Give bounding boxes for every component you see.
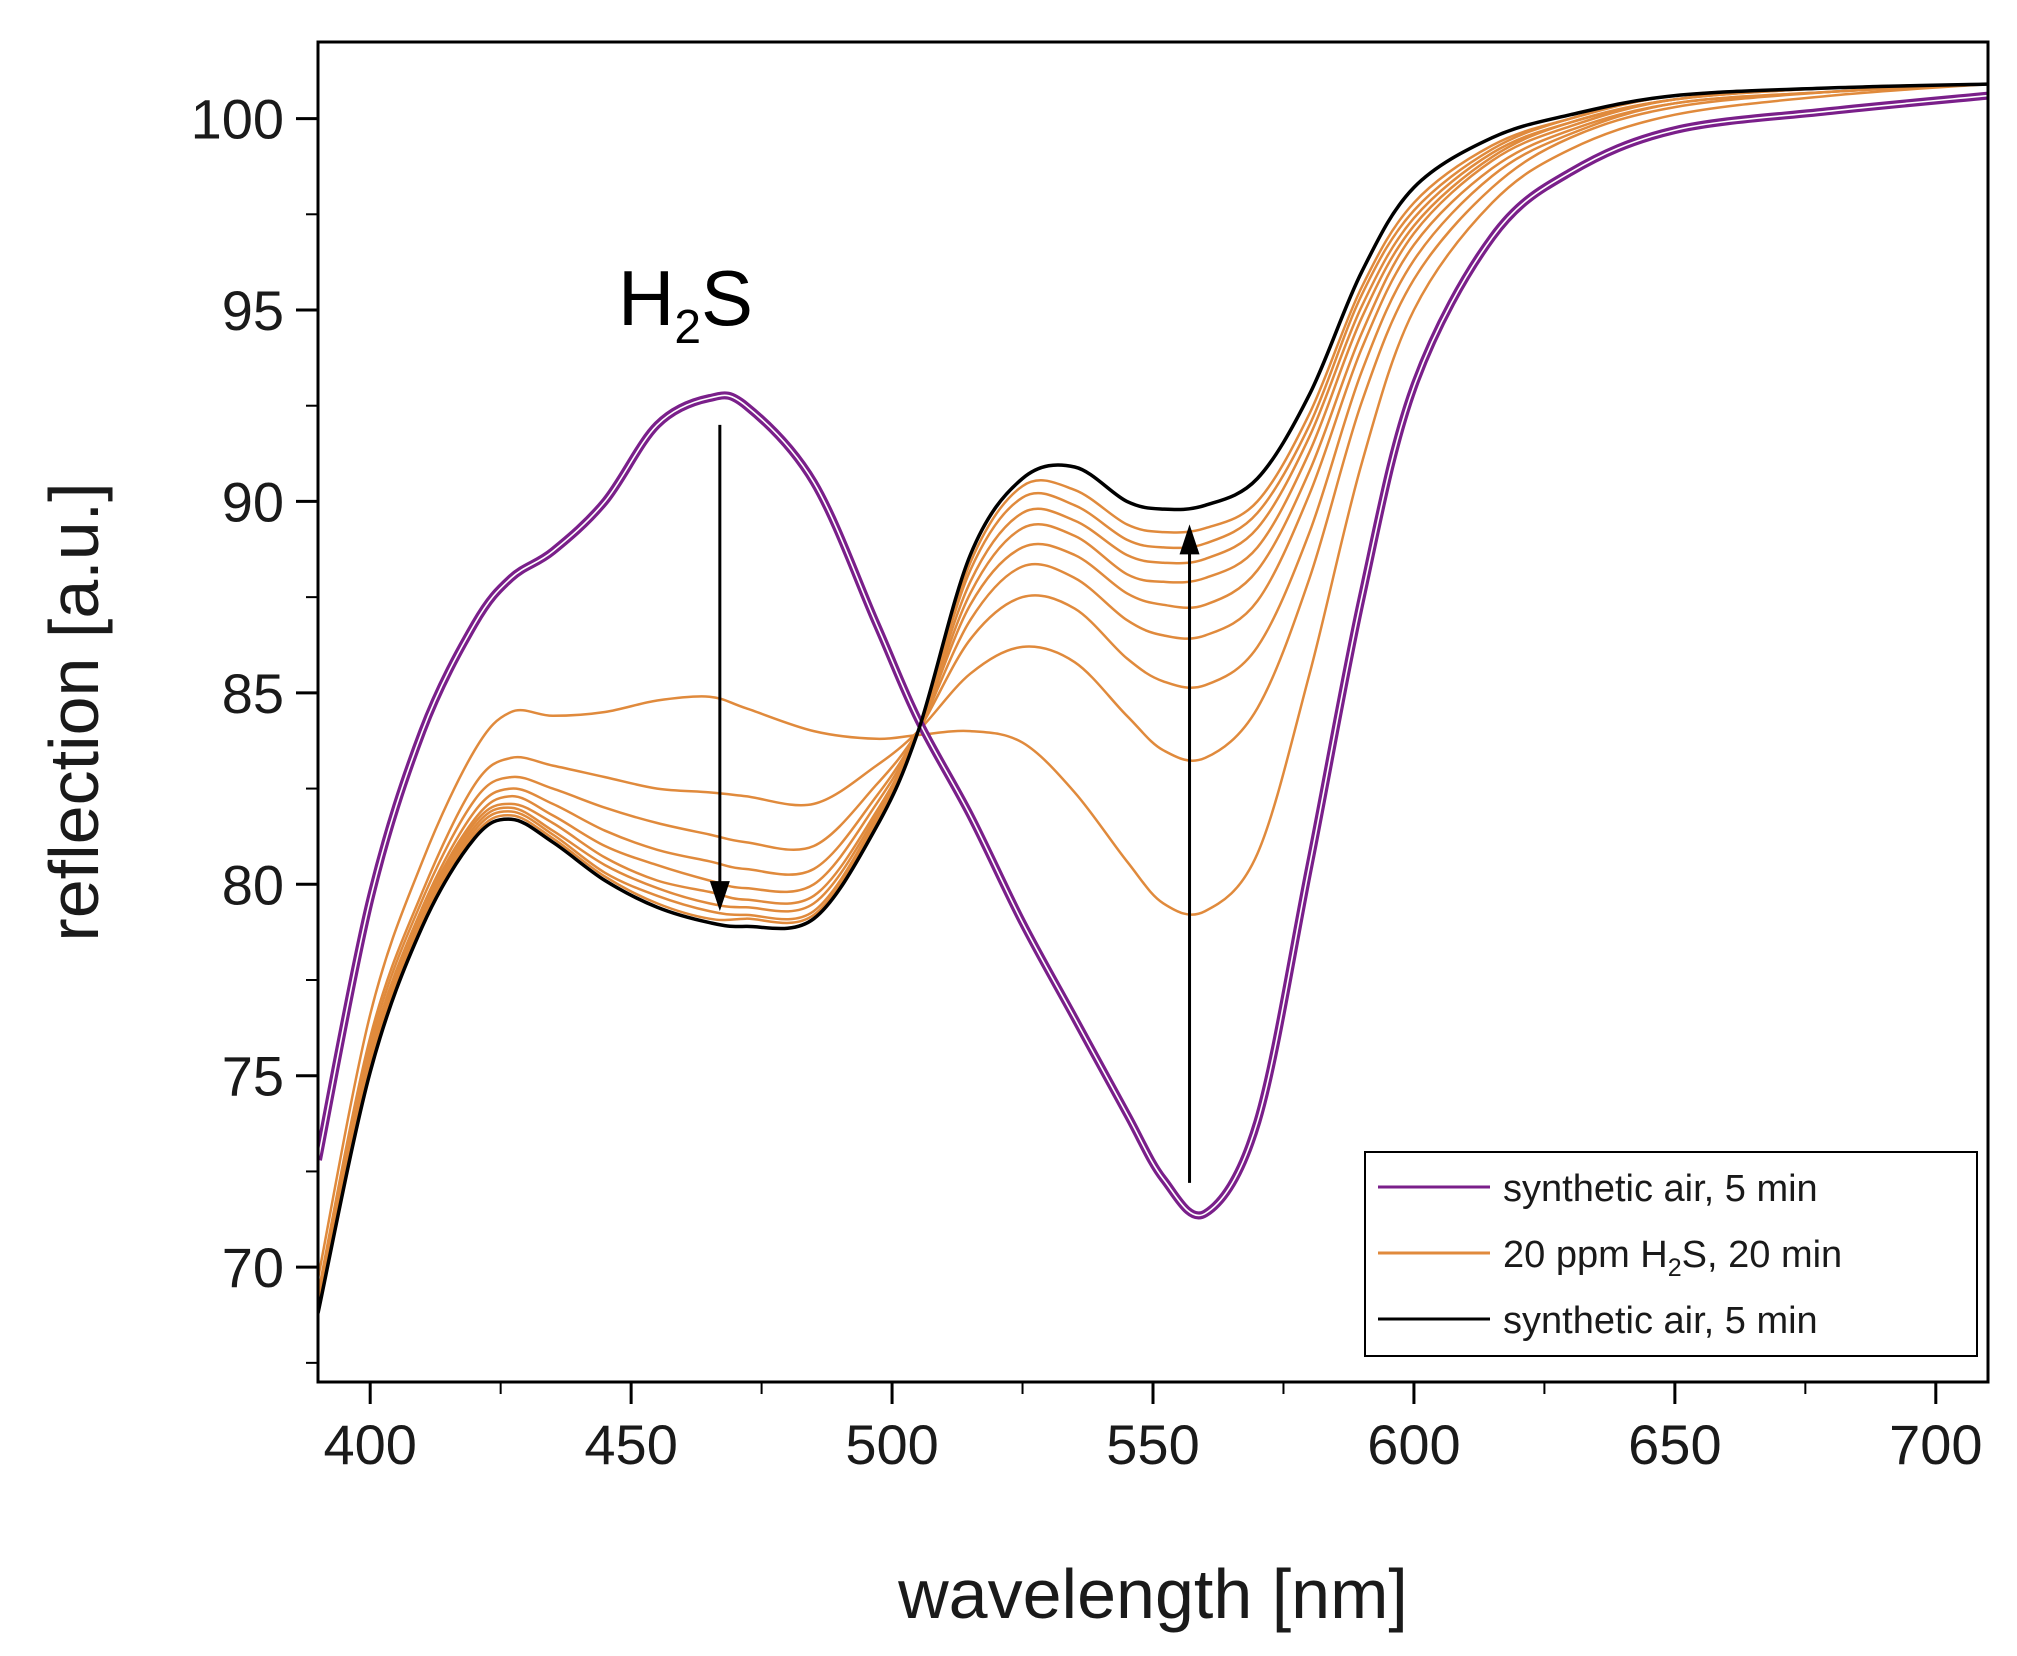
legend-label-start: synthetic air, 5 min: [1503, 1168, 1818, 1210]
series-line-0-core: [318, 94, 1988, 1217]
x-axis-title: wavelength [nm]: [897, 1555, 1408, 1633]
y-tick-label: 85: [222, 662, 284, 725]
y-tick-label: 100: [191, 88, 284, 151]
arrow-down-head: [709, 881, 730, 912]
legend-label-h2s: 20 ppm H2S, 20 min: [1503, 1234, 1842, 1282]
x-tick-label: 400: [323, 1413, 416, 1476]
series-line-0-outline: [318, 91, 1988, 1220]
series-line-3: [318, 82, 1988, 1299]
x-tick-label: 700: [1889, 1413, 1982, 1476]
x-tick-label: 550: [1106, 1413, 1199, 1476]
legend: synthetic air, 5 min 20 ppm H2S, 20 min …: [1364, 1151, 1978, 1357]
y-axis-title: reflection [a.u.]: [35, 482, 113, 941]
series-line-10: [318, 82, 1988, 1314]
series-line-5: [318, 82, 1988, 1306]
legend-label-recovery: synthetic air, 5 min: [1503, 1300, 1818, 1342]
y-tick-label: 80: [222, 853, 284, 916]
y-tick-label: 75: [222, 1045, 284, 1108]
series-line-7: [318, 82, 1988, 1310]
series-line-1: [318, 82, 1988, 1279]
x-tick-label: 500: [845, 1413, 938, 1476]
series-line-9: [318, 82, 1988, 1310]
h2s-annotation: H2S: [618, 254, 753, 354]
x-tick-label: 600: [1367, 1413, 1460, 1476]
x-tick-label: 450: [584, 1413, 677, 1476]
y-tick-label: 95: [222, 279, 284, 342]
series-line-2: [318, 82, 1988, 1295]
arrow-layer: [709, 424, 1200, 1183]
x-tick-label: 650: [1628, 1413, 1721, 1476]
series-line-4: [318, 82, 1988, 1302]
series-line-8: [318, 82, 1988, 1310]
series-layer: [318, 82, 1988, 1314]
y-tick-label: 70: [222, 1236, 284, 1299]
series-line-6: [318, 82, 1988, 1306]
ticks-layer: 400 450 500 550 600 650 700 70 75 80 85 90 95 100: [191, 88, 1983, 1476]
arrow-up-head: [1179, 524, 1200, 555]
y-tick-label: 90: [222, 470, 284, 533]
